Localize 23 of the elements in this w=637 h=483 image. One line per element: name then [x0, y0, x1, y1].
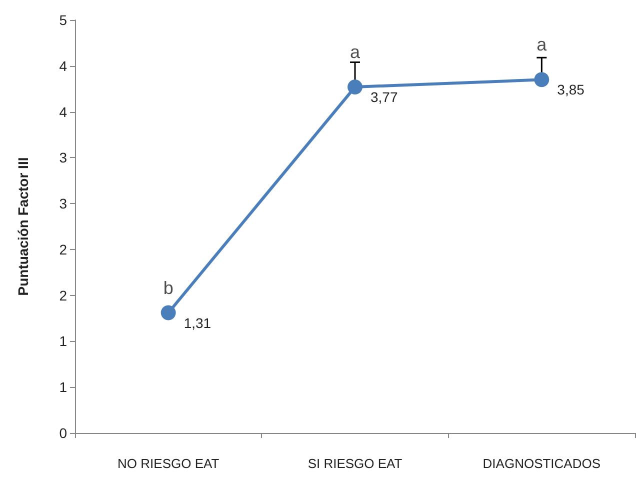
point: [534, 72, 550, 88]
y-tick-label: 3: [59, 150, 68, 166]
point: [348, 80, 362, 94]
y-tick-label: 4: [59, 58, 68, 74]
y-tick-label: 2: [59, 287, 68, 304]
data-label: 3,77: [370, 89, 398, 105]
x-tick-label: DIAGNOSTICADOS: [482, 456, 601, 471]
y-tick-label: 5: [59, 12, 68, 28]
annotation: b: [163, 278, 174, 298]
point: [160, 305, 176, 320]
x-tick-label: NO RIESGO EAT: [118, 456, 220, 471]
y-tick-label: 1: [59, 333, 68, 350]
y-tick-label: 2: [59, 241, 68, 258]
y-tick-label: 3: [59, 196, 68, 212]
data-label: 1,31: [184, 314, 212, 331]
annotation: a: [536, 34, 548, 55]
y-axis-title: Puntuación Factor III: [15, 157, 31, 296]
data-label: 3,85: [557, 82, 585, 98]
y-tick-label: 0: [59, 425, 68, 441]
y-tick-label: 4: [59, 104, 68, 120]
x-tick-label: SI RIESGO EAT: [308, 456, 402, 471]
annotation: a: [350, 42, 361, 62]
y-tick-label: 1: [59, 379, 68, 396]
